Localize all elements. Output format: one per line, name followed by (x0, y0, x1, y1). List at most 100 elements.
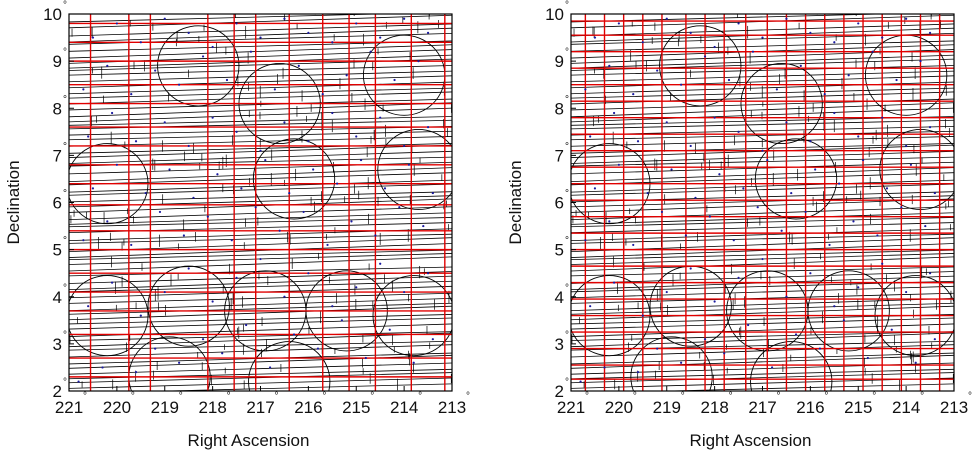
footprint-line (69, 243, 452, 258)
data-point (383, 187, 387, 190)
data-point (134, 140, 138, 143)
x-tick-label: 214 (390, 398, 418, 417)
data-point (742, 187, 745, 190)
y-tick-degree: ° (565, 0, 569, 11)
footprint-line (571, 354, 954, 369)
data-points (579, 17, 936, 383)
data-point (756, 206, 759, 209)
data-point (876, 234, 879, 237)
footprint-line (69, 44, 452, 59)
data-point (785, 17, 788, 20)
data-point (206, 215, 209, 218)
data-point (579, 380, 582, 383)
data-point (431, 191, 434, 195)
data-point (163, 290, 166, 294)
data-point (914, 361, 917, 364)
x-axis-title: Right Ascension (188, 431, 310, 450)
footprint-line (69, 70, 452, 83)
y-tick-degree: ° (63, 94, 67, 105)
y-axis-title: Declination (506, 160, 525, 244)
data-point (431, 338, 434, 341)
data-point (259, 36, 262, 39)
footprint-circle (864, 34, 948, 116)
data-point (833, 41, 836, 44)
data-point (670, 168, 673, 171)
data-point (761, 149, 764, 152)
x-tick-degree: ° (633, 391, 637, 402)
data-point (278, 229, 281, 232)
x-tick-degree: ° (179, 391, 183, 402)
data-point (426, 126, 430, 129)
x-tick-label: 216 (294, 398, 322, 417)
footprint-line (69, 191, 452, 203)
footprint-line (571, 292, 954, 304)
data-point (823, 93, 826, 96)
y-tick-degree: ° (63, 189, 67, 200)
footprint-line (571, 54, 954, 69)
footprint-line (571, 130, 954, 141)
data-point (283, 295, 286, 298)
data-point (933, 338, 936, 341)
footprint-line (571, 297, 954, 312)
footprint-outlines (571, 14, 954, 391)
data-point (134, 371, 138, 374)
data-point (928, 31, 932, 34)
data-point (288, 191, 291, 195)
footprint-line (571, 212, 954, 225)
data-point (646, 191, 649, 195)
x-tick-label: 215 (342, 398, 370, 417)
footprint-line (69, 292, 452, 304)
data-point (632, 243, 635, 247)
data-point (881, 262, 884, 265)
data-point (283, 121, 286, 124)
data-point (201, 55, 205, 58)
footprint-line (571, 222, 954, 234)
y-tick-degree: ° (63, 141, 67, 152)
y-tick-degree: ° (565, 330, 569, 341)
data-point (727, 78, 731, 82)
data-point (857, 135, 860, 138)
data-point (374, 234, 377, 237)
data-point (115, 22, 118, 25)
data-point (201, 338, 205, 341)
data-point (747, 323, 750, 327)
data-point (785, 295, 788, 298)
footprint-circle (659, 25, 742, 107)
chart-panel-1: 221°220°219°218°217°216°215°214°213°2 °3 °… (4, 0, 470, 450)
footprint-line (69, 183, 452, 196)
x-tick-label: 218 (198, 398, 226, 417)
y-tick-degree: ° (565, 94, 569, 105)
data-point (106, 64, 109, 67)
data-point (656, 69, 659, 72)
footprint-line (571, 317, 954, 330)
data-point (689, 144, 692, 148)
data-point (933, 191, 936, 195)
data-point (713, 300, 716, 303)
data-point (426, 31, 430, 34)
footprint-line (571, 161, 954, 175)
data-point (665, 121, 668, 124)
data-point (636, 140, 640, 143)
y-tick-label: 10 (545, 5, 564, 24)
data-point (660, 210, 664, 214)
x-tick-label: 219 (151, 398, 179, 417)
data-points (77, 17, 434, 383)
data-point (240, 187, 243, 190)
x-tick-degree: ° (729, 391, 733, 402)
y-tick-label: 2 (53, 382, 62, 401)
data-point (847, 74, 850, 77)
data-point (804, 210, 807, 214)
data-point (838, 182, 841, 185)
data-point (211, 45, 214, 49)
data-point (617, 163, 620, 166)
data-point (87, 135, 90, 138)
data-point (723, 352, 726, 355)
data-point (680, 83, 683, 86)
footprint-line (571, 302, 954, 315)
y-tick-label: 8 (555, 99, 564, 118)
x-tick-degree: ° (824, 391, 828, 402)
data-point (403, 17, 406, 20)
y-tick-degree: ° (63, 0, 67, 11)
data-point (336, 182, 339, 185)
y-tick-label: 7 (555, 146, 564, 165)
